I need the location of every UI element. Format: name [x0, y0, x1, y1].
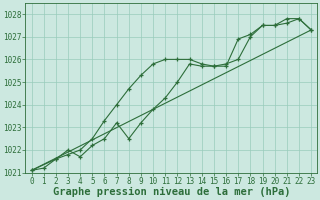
X-axis label: Graphe pression niveau de la mer (hPa): Graphe pression niveau de la mer (hPa) — [52, 187, 290, 197]
